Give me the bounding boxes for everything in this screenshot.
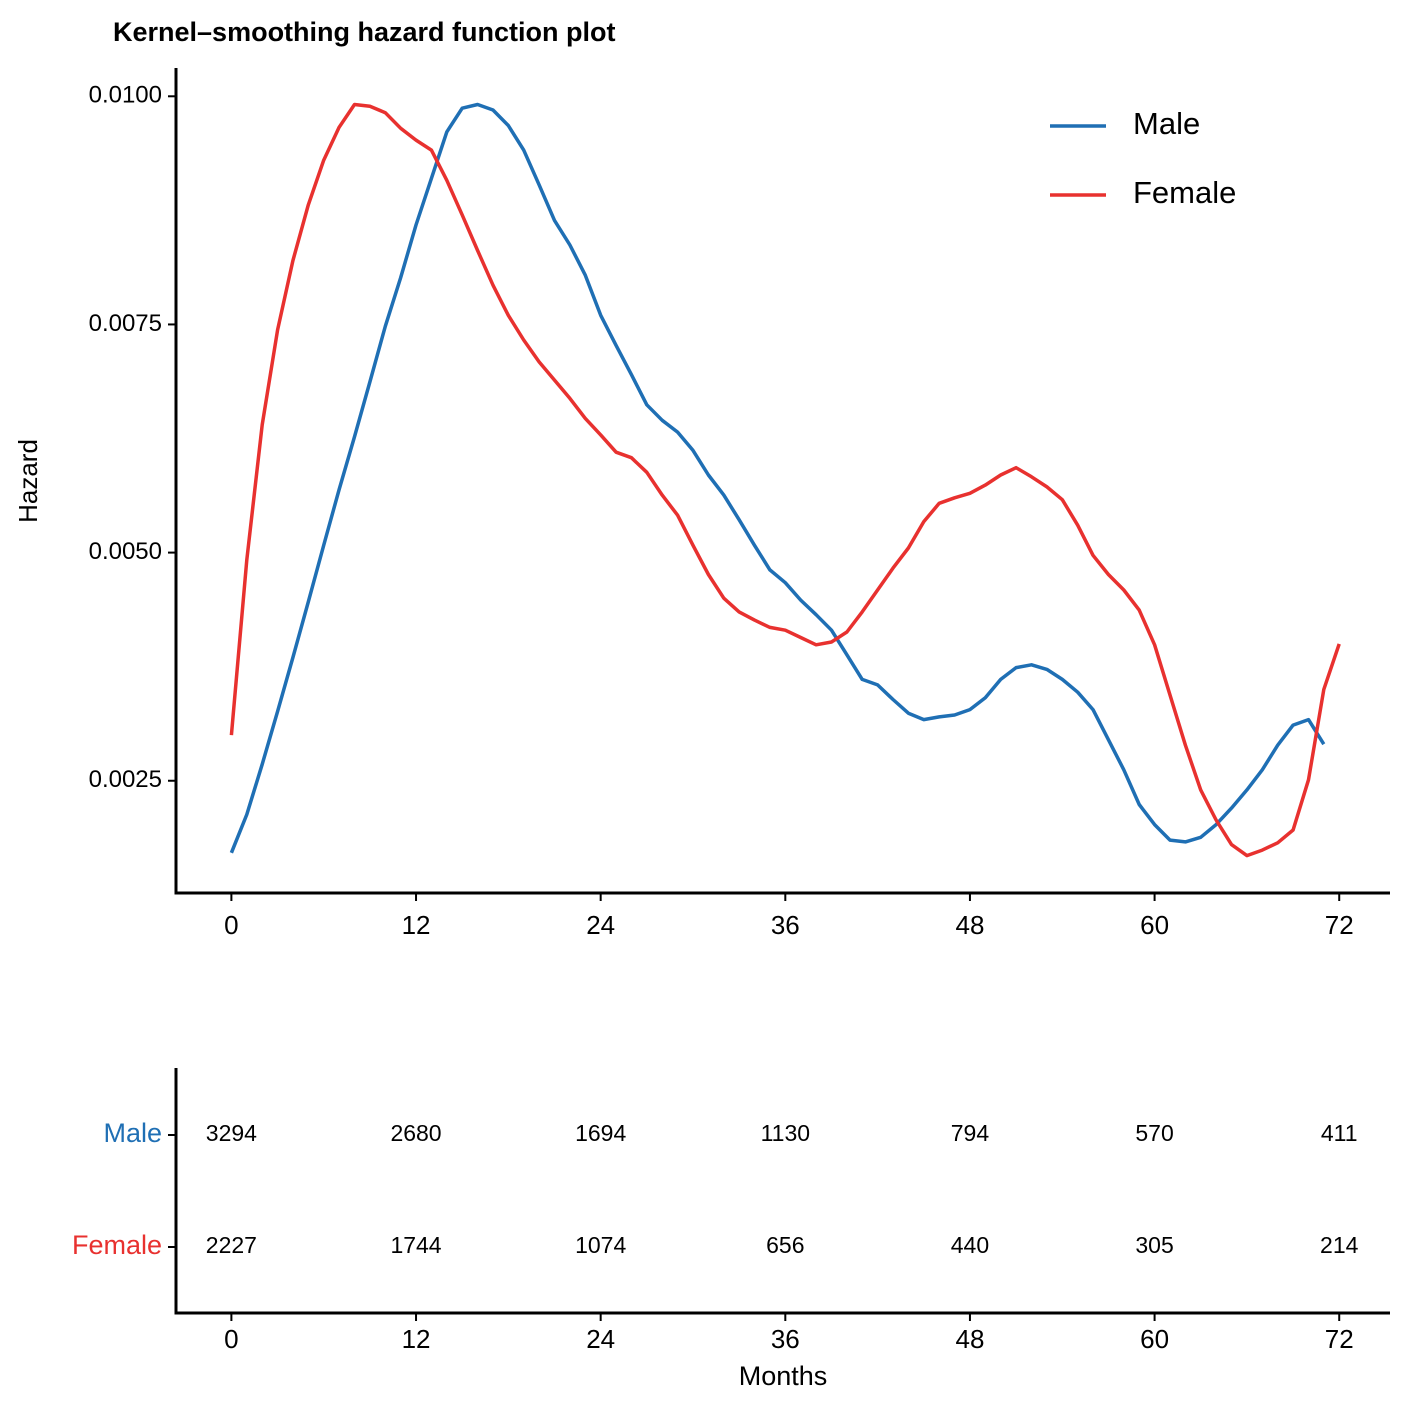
risk-count: 3294: [206, 1120, 257, 1146]
y-tick-label: 0.0075: [89, 310, 162, 337]
risk-count: 1130: [761, 1120, 810, 1146]
row-label: Female: [72, 1230, 162, 1260]
risk-count: 214: [1320, 1232, 1359, 1258]
row-label: Male: [103, 1118, 162, 1148]
line-series: [229, 102, 1341, 858]
x-tick-label: 24: [586, 1324, 615, 1354]
y-tick-label: 0.0050: [89, 538, 162, 565]
x-tick-label: 0: [224, 910, 238, 940]
x-tick-label: 36: [771, 910, 800, 940]
risk-count: 440: [951, 1232, 989, 1258]
y-axis-label: Hazard: [13, 439, 43, 523]
x-tick-label: 12: [402, 910, 431, 940]
y-tick-label: 0.0025: [89, 766, 162, 793]
risk-count: 1744: [390, 1232, 441, 1258]
risk-count: 2227: [206, 1232, 257, 1258]
risk-count: 2680: [390, 1120, 441, 1146]
risk-count: 411: [1321, 1120, 1358, 1146]
x-tick-label: 60: [1140, 1324, 1169, 1354]
risk-count: 305: [1135, 1232, 1173, 1258]
line-series: [229, 102, 1326, 854]
risk-count: 570: [1135, 1120, 1173, 1146]
legend-label: Male: [1133, 106, 1200, 141]
risk-count: 1074: [575, 1232, 626, 1258]
x-tick-label: 0: [224, 1324, 238, 1354]
x-tick-label: 24: [586, 910, 615, 940]
x-axis-label: Months: [739, 1361, 828, 1391]
risk-count: 656: [766, 1232, 804, 1258]
chart-title: Kernel–smoothing hazard function plot: [113, 17, 616, 47]
x-tick-label: 36: [771, 1324, 800, 1354]
risk-count: 1694: [575, 1120, 626, 1146]
x-tick-label: 12: [402, 1324, 431, 1354]
y-tick-label: 0.0100: [89, 82, 162, 109]
legend-label: Female: [1133, 175, 1236, 210]
x-tick-label: 60: [1140, 910, 1169, 940]
x-tick-label: 72: [1325, 910, 1354, 940]
risk-count: 794: [951, 1120, 990, 1146]
x-tick-label: 72: [1325, 1324, 1354, 1354]
x-tick-label: 48: [955, 910, 984, 940]
x-tick-label: 48: [955, 1324, 984, 1354]
